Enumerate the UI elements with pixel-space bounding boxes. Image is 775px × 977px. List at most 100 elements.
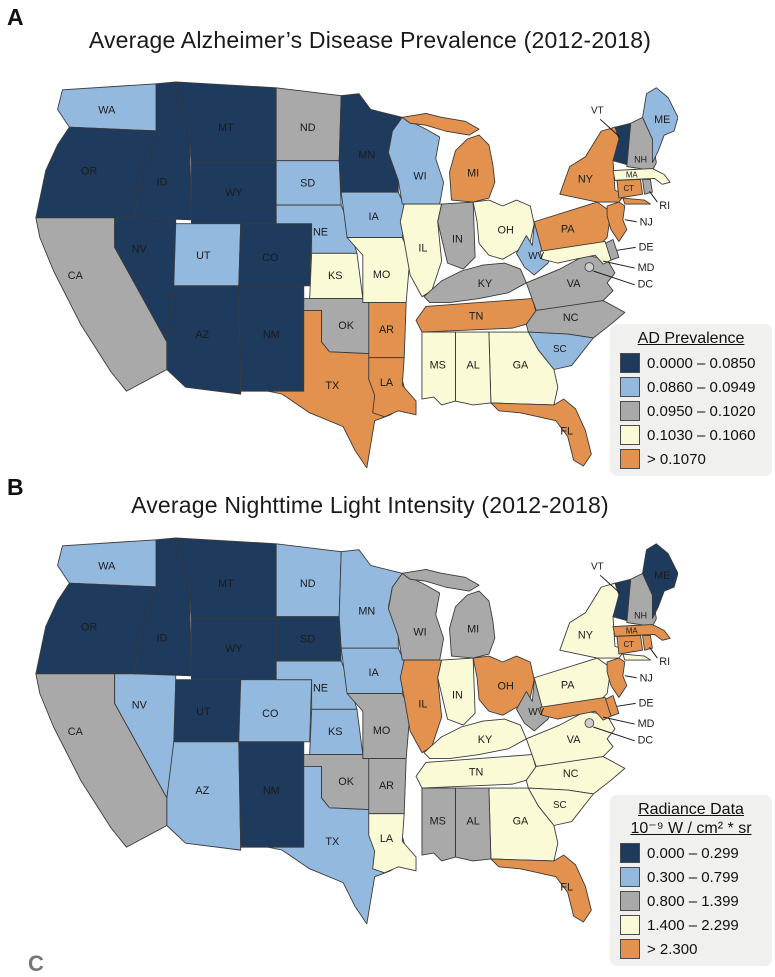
state-label-ar-panel-b: AR [379,780,394,792]
state-label-id-panel-b: ID [157,632,168,644]
state-label-al-panel-a: AL [467,360,480,372]
state-label-wi-panel-a: WI [413,170,426,182]
state-md-panel-a [539,241,612,265]
state-label-sc-panel-a: SC [553,344,567,355]
state-label-nv-panel-b: NV [132,699,148,711]
state-label-dc-panel-b: DC [638,735,654,747]
leader-line-de-panel-b [616,702,636,707]
state-label-ms-panel-b: MS [430,816,446,828]
state-ky-panel-a [423,262,527,303]
state-label-oh-panel-a: OH [498,225,514,237]
state-label-wv-panel-b: WV [528,707,544,718]
state-dc-marker-panel-a [584,262,595,272]
state-md-panel-b [539,697,612,721]
state-label-sd-panel-a: SD [300,177,315,189]
state-label-nj-panel-b: NJ [640,673,653,685]
state-vt-panel-a [612,122,632,166]
state-label-mt-panel-a: MT [218,122,234,134]
leader-line-vt-panel-a [599,118,621,138]
state-label-nd-panel-a: ND [300,122,316,134]
legend-item-label-2: 0.800 – 1.399 [647,892,739,910]
state-label-ut-panel-a: UT [196,250,211,262]
state-ms-panel-b [421,787,456,862]
state-label-ne-panel-b: NE [313,683,328,695]
state-label-mn-panel-b: MN [358,606,375,618]
legend-swatch-2 [620,891,640,911]
state-label-va-panel-b: VA [567,734,581,746]
state-wi-panel-b [388,572,445,661]
legend-row-3: 1.400 – 2.299 [614,913,768,937]
state-wi-panel-a [388,116,445,205]
us-map-panel-b: WA OR CA NV ID MT WY UT CO AZ NM ND SD NE KS OK TX MN IA MO… [35,537,678,924]
state-me-panel-a [642,87,678,164]
legend-swatch-4 [620,449,640,469]
legend-swatch-4 [620,939,640,959]
state-label-wa-panel-a: WA [98,104,116,116]
leader-line-dc-panel-a [593,270,635,286]
state-ri-panel-b [642,634,653,651]
state-label-me-panel-b: ME [654,570,670,582]
leader-line-de-panel-a [616,246,636,251]
state-label-nh-panel-b: NH [634,611,647,621]
state-fl-panel-b [490,854,592,923]
state-label-fl-panel-b: FL [560,882,573,894]
state-label-vt-panel-b: VT [591,561,604,572]
legend-row-0: 0.0000 – 0.0850 [614,351,768,375]
state-label-or-panel-b: OR [81,621,97,633]
state-label-md-panel-a: MD [638,262,655,274]
state-label-nc-panel-a: NC [563,312,579,324]
state-label-il-panel-a: IL [418,242,427,254]
legend-swatch-3 [620,915,640,935]
state-label-nm-panel-b: NM [263,785,280,797]
state-label-nd-panel-b: ND [300,578,316,590]
state-label-nj-panel-a: NJ [640,217,653,229]
state-label-de-panel-b: DE [639,697,654,709]
state-oh-panel-b [472,655,535,716]
state-label-co-panel-a: CO [262,252,278,264]
leader-line-md-panel-a [603,260,635,269]
state-label-ga-panel-a: GA [513,360,529,372]
state-label-mo-panel-a: MO [373,269,390,281]
state-label-wy-panel-a: WY [225,187,242,199]
state-label-va-panel-a: VA [567,278,581,290]
legend-item-label-1: 0.300 – 0.799 [647,868,739,886]
state-label-ar-panel-a: AR [379,324,394,336]
state-label-nv-panel-a: NV [132,243,148,255]
state-label-wv-panel-a: WV [528,251,544,262]
state-label-ma-panel-b: MA [626,626,639,635]
state-label-tx-panel-b: TX [325,836,339,848]
state-label-il-panel-b: IL [418,698,427,710]
state-label-nh-panel-a: NH [634,155,647,165]
state-label-ut-panel-b: UT [196,706,211,718]
state-tx-panel-b [267,765,405,924]
state-label-fl-panel-a: FL [560,426,573,438]
state-tx-panel-a [267,309,405,468]
legend-item-label-3: 0.1030 – 0.1060 [647,426,756,444]
state-label-md-panel-b: MD [638,718,655,730]
state-label-de-panel-a: DE [639,241,654,253]
legend-row-1: 0.300 – 0.799 [614,865,768,889]
legend-row-2: 0.800 – 1.399 [614,889,768,913]
legend-panel-b: Radiance Data 10⁻⁹ W / cm² * sr 0.000 – … [610,795,772,966]
state-oh-panel-a [472,199,535,260]
panel-a-title: Average Alzheimer’s Disease Prevalence (… [88,27,652,53]
state-dc-marker-panel-b [584,718,595,728]
legend-row-0: 0.000 – 0.299 [614,841,768,865]
state-label-ri-panel-b: RI [659,656,670,668]
state-label-ma-panel-a: MA [626,170,639,179]
state-la-panel-b [368,813,417,874]
state-label-sd-panel-b: SD [300,633,315,645]
state-label-or-panel-a: OR [81,165,97,177]
panel-b-title: Average Nighttime Light Intensity (2012-… [131,492,609,518]
panel-b-label: B [7,474,24,500]
state-label-ok-panel-a: OK [338,320,354,332]
state-me-panel-b [642,543,678,620]
legend-item-label-0: 0.0000 – 0.0850 [647,354,756,372]
state-ct-panel-a [616,178,643,199]
state-label-az-panel-a: AZ [195,329,209,341]
legend-row-4: > 2.300 [614,937,768,961]
state-label-in-panel-a: IN [452,233,463,245]
legend-item-label-4: > 0.1070 [647,450,706,468]
state-nj-panel-b [606,657,628,698]
state-mi-panel-a [401,112,496,203]
